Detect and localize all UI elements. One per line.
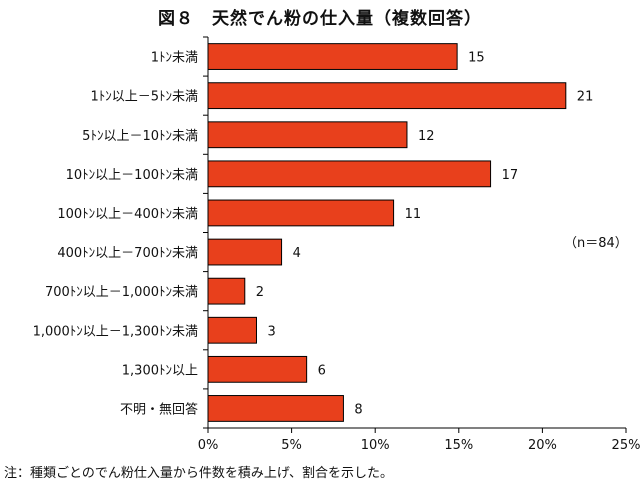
- data-label: 6: [318, 363, 326, 378]
- data-label: 12: [418, 129, 435, 144]
- bar: [207, 238, 283, 266]
- category-label: 10ﾄﾝ以上－100ﾄﾝ未満: [66, 168, 198, 183]
- x-tick-label: 15%: [444, 438, 473, 453]
- bar: [207, 355, 308, 383]
- bar: [207, 199, 395, 227]
- bar: [207, 160, 492, 188]
- category-label: 5ﾄﾝ以上－10ﾄﾝ未満: [82, 129, 198, 144]
- category-label: 1ﾄﾝ以上－5ﾄﾝ未満: [90, 90, 198, 105]
- data-label: 2: [256, 285, 264, 300]
- x-tick-label: 20%: [528, 438, 557, 453]
- bar: [207, 43, 458, 70]
- category-label: 400ﾄﾝ以上－700ﾄﾝ未満: [57, 246, 198, 261]
- category-label: 700ﾄﾝ以上－1,000ﾄﾝ未満: [45, 285, 198, 300]
- data-label: 3: [267, 324, 275, 339]
- data-label: 17: [502, 168, 519, 183]
- sample-size-label: （n＝84）: [564, 236, 628, 251]
- category-label: 1ﾄﾝ未満: [151, 51, 198, 66]
- x-tick-label: 25%: [612, 438, 640, 453]
- category-label: 不明・無回答: [120, 401, 198, 417]
- bar: [207, 121, 408, 149]
- data-label: 4: [293, 246, 301, 261]
- data-label: 21: [577, 90, 594, 105]
- data-label: 15: [468, 51, 485, 66]
- bar: [207, 395, 344, 422]
- category-label: 100ﾄﾝ以上－400ﾄﾝ未満: [57, 207, 198, 222]
- data-label: 11: [405, 207, 422, 222]
- bar: [207, 316, 257, 344]
- x-tick-label: 10%: [361, 438, 390, 453]
- bar: [207, 82, 567, 110]
- data-label: 8: [354, 402, 362, 417]
- chart-note: 注：種類ごとのでん粉仕入量から件数を積み上げ、割合を示した。: [4, 466, 393, 481]
- category-label: 1,000ﾄﾝ以上－1,300ﾄﾝ未満: [33, 324, 198, 339]
- bar: [207, 277, 246, 305]
- x-tick-label: 0%: [198, 438, 219, 453]
- x-tick-label: 5%: [281, 438, 302, 453]
- chart-title: 図８ 天然でん粉の仕入量（複数回答）: [158, 9, 482, 29]
- category-label: 1,300ﾄﾝ以上: [122, 363, 198, 378]
